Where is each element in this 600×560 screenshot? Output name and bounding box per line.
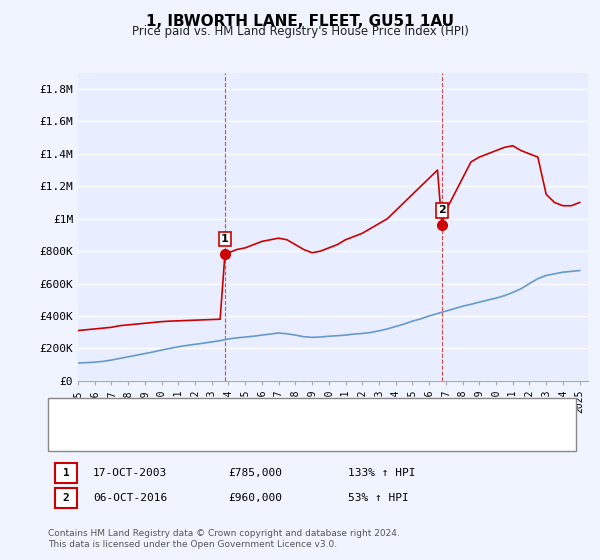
- Text: £960,000: £960,000: [228, 493, 282, 503]
- Text: —: —: [72, 404, 89, 422]
- Text: 53% ↑ HPI: 53% ↑ HPI: [348, 493, 409, 503]
- Text: —: —: [72, 428, 89, 446]
- Text: 2: 2: [438, 206, 446, 216]
- Text: 1, IBWORTH LANE, FLEET, GU51 1AU (detached house): 1, IBWORTH LANE, FLEET, GU51 1AU (detach…: [105, 408, 390, 418]
- Text: 1: 1: [221, 234, 229, 244]
- Text: Price paid vs. HM Land Registry's House Price Index (HPI): Price paid vs. HM Land Registry's House …: [131, 25, 469, 38]
- Text: Contains HM Land Registry data © Crown copyright and database right 2024.
This d: Contains HM Land Registry data © Crown c…: [48, 529, 400, 549]
- Text: 17-OCT-2003: 17-OCT-2003: [93, 468, 167, 478]
- Text: 1, IBWORTH LANE, FLEET, GU51 1AU: 1, IBWORTH LANE, FLEET, GU51 1AU: [146, 14, 454, 29]
- Text: 1: 1: [62, 468, 70, 478]
- Text: 2: 2: [62, 493, 70, 503]
- Text: 06-OCT-2016: 06-OCT-2016: [93, 493, 167, 503]
- Text: HPI: Average price, detached house, Hart: HPI: Average price, detached house, Hart: [105, 432, 320, 442]
- Text: 133% ↑ HPI: 133% ↑ HPI: [348, 468, 415, 478]
- Text: £785,000: £785,000: [228, 468, 282, 478]
